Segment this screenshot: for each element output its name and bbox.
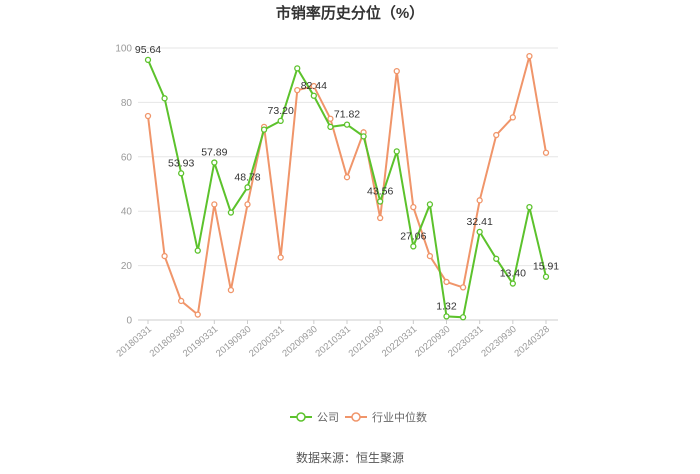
y-tick-label: 100 xyxy=(115,44,132,55)
industry-median-point xyxy=(443,278,450,286)
data-label: 73.20 xyxy=(268,105,294,117)
company-point xyxy=(509,280,516,287)
company-point xyxy=(294,65,301,72)
company-point xyxy=(493,255,500,262)
company-point xyxy=(426,201,434,208)
y-tick-label: 80 xyxy=(121,98,133,109)
industry-median-point xyxy=(211,201,218,208)
company-point xyxy=(211,159,218,166)
company-point xyxy=(310,92,317,99)
industry-median-point xyxy=(161,252,168,260)
data-label: 53.93 xyxy=(168,157,194,169)
legend-marker xyxy=(351,412,361,422)
x-tick-label: 20230930 xyxy=(479,324,518,360)
industry-median-point xyxy=(426,252,434,260)
industry-median-point xyxy=(377,214,384,222)
grid-lines xyxy=(138,47,558,321)
data-label: 1.32 xyxy=(436,300,457,312)
legend-label: 公司 xyxy=(317,412,339,424)
company-series-line xyxy=(147,59,547,319)
legend-item-company[interactable]: 公司 xyxy=(290,412,339,424)
company-point xyxy=(144,56,152,64)
x-tick-label: 20220331 xyxy=(380,324,419,360)
x-tick-label: 20240328 xyxy=(512,324,551,360)
company-point xyxy=(526,203,533,211)
data-label: 57.89 xyxy=(201,147,227,159)
company-point xyxy=(194,247,201,254)
industry-median-point xyxy=(227,286,235,294)
industry-median-point xyxy=(459,284,467,291)
legend-marker xyxy=(296,412,306,422)
data-label: 82.44 xyxy=(301,80,327,92)
industry-median-point xyxy=(343,174,351,181)
data-label: 95.64 xyxy=(135,44,161,56)
x-tick-label: 20210331 xyxy=(313,324,352,360)
chart-title: 市销率历史分位（%） xyxy=(275,5,425,22)
industry-median-point xyxy=(526,53,533,60)
industry-median-point xyxy=(476,197,483,204)
company-point xyxy=(343,121,351,128)
x-tick-label: 20190930 xyxy=(214,324,253,360)
x-tick-label: 20180331 xyxy=(114,324,153,360)
y-tick-label: 60 xyxy=(121,152,133,163)
company-point xyxy=(244,184,251,191)
industry-median-point xyxy=(294,87,301,94)
industry-median-point xyxy=(178,297,185,305)
industry-median-series-line xyxy=(147,55,547,317)
company-point xyxy=(393,148,400,155)
company-point xyxy=(377,198,384,205)
legend-item-industry-median[interactable]: 行业中位数 xyxy=(345,410,427,424)
data-label: 71.82 xyxy=(334,109,360,121)
data-label: 15.91 xyxy=(533,261,559,273)
industry-median-point xyxy=(542,149,550,156)
data-label: 27.06 xyxy=(400,230,426,242)
company-point xyxy=(476,228,483,235)
company-point xyxy=(178,170,185,177)
legend-label: 行业中位数 xyxy=(372,410,427,424)
industry-median-point xyxy=(493,131,500,139)
industry-median-point xyxy=(393,67,400,75)
industry-median-point xyxy=(277,254,284,261)
data-label: 13.40 xyxy=(500,268,526,280)
company-point xyxy=(277,117,284,125)
x-tick-label: 20210930 xyxy=(347,324,386,360)
industry-median-point xyxy=(310,82,317,90)
industry-median-point xyxy=(410,203,417,211)
x-tick-label: 20230331 xyxy=(446,324,485,360)
y-tick-label: 20 xyxy=(121,261,133,272)
company-point xyxy=(410,243,417,250)
industry-median-point xyxy=(509,114,516,121)
y-tick-label: 40 xyxy=(121,207,133,218)
x-tick-label: 20200331 xyxy=(247,324,286,360)
company-point xyxy=(443,313,450,320)
industry-median-point xyxy=(327,115,334,122)
industry-median-point xyxy=(244,201,251,208)
data-label: 32.41 xyxy=(467,216,493,228)
data-labels: 95.64 53.93 57.89 48.78 73.20 82.44 71.82 43.56… xyxy=(135,44,559,313)
company-point xyxy=(260,126,268,133)
legend[interactable]: 公司 行业中位数 xyxy=(290,410,427,424)
company-point xyxy=(360,133,367,140)
x-tick-label: 20220930 xyxy=(413,324,452,360)
company-point xyxy=(459,314,467,321)
industry-median-point xyxy=(144,112,152,120)
axes: 0 20 40 60 80 100 2018033120180930201903312019… xyxy=(114,44,558,360)
company-point xyxy=(327,123,334,131)
x-tick-label: 20190331 xyxy=(181,324,220,360)
x-tick-label: 20180930 xyxy=(148,324,187,360)
industry-median-point xyxy=(194,311,201,318)
data-label: 48.78 xyxy=(234,171,260,183)
company-point xyxy=(161,95,168,102)
data-label: 43.56 xyxy=(367,186,393,198)
y-tick-label: 0 xyxy=(126,316,132,327)
series-lines xyxy=(144,53,550,321)
x-tick-label: 20200930 xyxy=(280,324,319,360)
company-point xyxy=(227,209,235,216)
company-point xyxy=(542,273,550,280)
source-note: 数据来源：恒生聚源 xyxy=(295,451,404,465)
